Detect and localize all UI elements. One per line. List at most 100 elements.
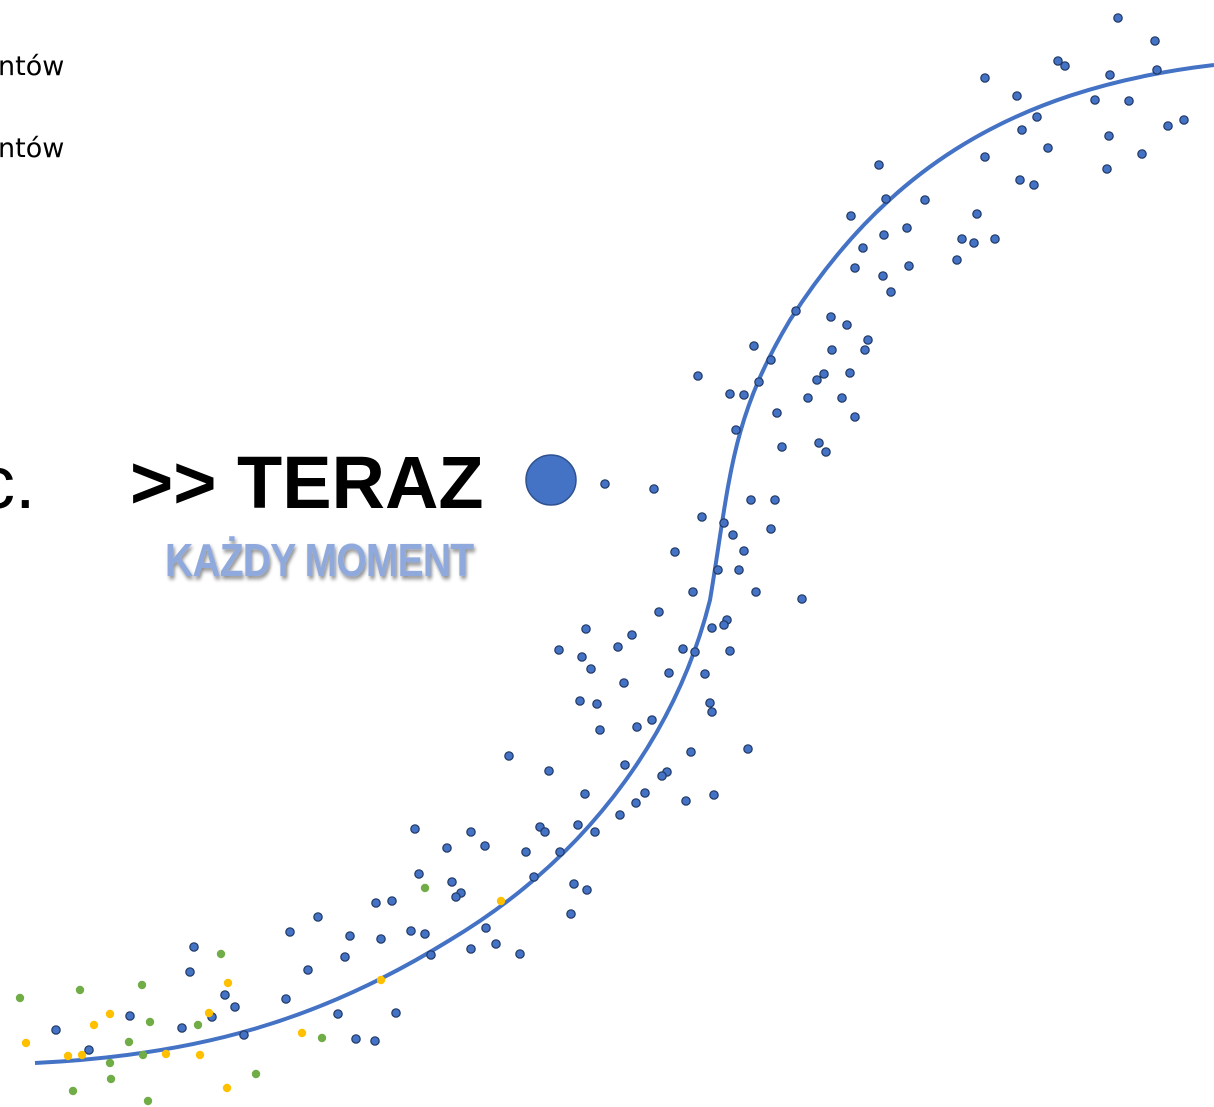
blue-dot xyxy=(980,152,990,162)
blue-dot xyxy=(725,389,735,399)
green-dot xyxy=(105,1058,115,1068)
blue-dot xyxy=(627,630,637,640)
green-dot xyxy=(251,1069,261,1079)
blue-dot xyxy=(620,760,630,770)
blue-dot xyxy=(670,547,680,557)
blue-dot xyxy=(177,1023,187,1033)
blue-dot xyxy=(410,824,420,834)
headline: >> TERAZ xyxy=(130,441,484,524)
blue-dot xyxy=(1102,164,1112,174)
blue-dot xyxy=(879,230,889,240)
blue-dot xyxy=(586,664,596,674)
yellow-dot xyxy=(222,1083,232,1093)
blue-dot xyxy=(414,869,424,879)
text-line: ntów xyxy=(0,51,64,82)
blue-dot xyxy=(619,678,629,688)
blue-dot xyxy=(739,390,749,400)
blue-dot xyxy=(797,594,807,604)
blue-dot xyxy=(649,484,659,494)
dots xyxy=(15,13,1189,1106)
blue-dot xyxy=(713,565,723,575)
blue-dot xyxy=(581,624,591,634)
blue-dot xyxy=(827,345,837,355)
blue-dot xyxy=(345,931,355,941)
blue-dot xyxy=(580,789,590,799)
blue-dot xyxy=(577,652,587,662)
blue-dot xyxy=(1012,91,1022,101)
green-dot xyxy=(143,1096,153,1106)
blue-dot xyxy=(592,699,602,709)
blue-dot xyxy=(573,820,583,830)
blue-dot xyxy=(595,725,605,735)
blue-dot xyxy=(700,669,710,679)
blue-dot xyxy=(707,623,717,633)
blue-dot xyxy=(920,195,930,205)
blue-dot xyxy=(719,518,729,528)
green-dot xyxy=(216,949,226,959)
blue-dot xyxy=(754,377,764,387)
blue-dot xyxy=(766,524,776,534)
blue-dot xyxy=(632,722,642,732)
blue-dot xyxy=(481,923,491,933)
blue-dot xyxy=(1015,175,1025,185)
blue-dot xyxy=(1029,180,1039,190)
blue-dot xyxy=(845,368,855,378)
blue-dot xyxy=(1163,121,1173,131)
blue-dot xyxy=(705,698,715,708)
blue-dot xyxy=(406,926,416,936)
blue-dot xyxy=(739,546,749,556)
yellow-dot xyxy=(89,1020,99,1030)
blue-dot xyxy=(569,879,579,889)
blue-dot xyxy=(281,994,291,1004)
headline-prefix: c. xyxy=(0,441,36,524)
blue-dot xyxy=(719,620,729,630)
blue-dot xyxy=(376,934,386,944)
blue-dot xyxy=(990,234,1000,244)
blue-dot xyxy=(731,425,741,435)
yellow-dot xyxy=(63,1051,73,1061)
blue-dot xyxy=(749,341,759,351)
blue-dot xyxy=(688,587,698,597)
blue-dot xyxy=(972,209,982,219)
blue-dot xyxy=(846,211,856,221)
blue-dot xyxy=(1060,61,1070,71)
blue-dot xyxy=(125,1011,135,1021)
blue-dot xyxy=(285,927,295,937)
blue-dot xyxy=(826,312,836,322)
blue-dot xyxy=(554,645,564,655)
blue-dot xyxy=(1113,13,1123,23)
blue-dot xyxy=(728,530,738,540)
blue-dot xyxy=(600,479,610,489)
blue-dot xyxy=(791,306,801,316)
blue-dot xyxy=(447,877,457,887)
blue-dot xyxy=(734,565,744,575)
blue-dot xyxy=(803,393,813,403)
blue-dot xyxy=(1137,149,1147,159)
blue-dot xyxy=(770,495,780,505)
blue-dot xyxy=(491,939,501,949)
blue-dot xyxy=(451,892,461,902)
blue-dot xyxy=(1104,131,1114,141)
marker-circle xyxy=(525,454,577,506)
blue-dot xyxy=(693,371,703,381)
yellow-dot xyxy=(105,1009,115,1019)
blue-dot xyxy=(426,950,436,960)
blue-dot xyxy=(442,843,452,853)
green-dot xyxy=(317,1033,327,1043)
blue-dot xyxy=(980,73,990,83)
yellow-dot xyxy=(297,1028,307,1038)
blue-dot xyxy=(681,796,691,806)
green-dot xyxy=(193,1020,203,1030)
blue-dot xyxy=(746,495,756,505)
blue-dot xyxy=(640,788,650,798)
blue-dot xyxy=(84,1045,94,1055)
green-dot xyxy=(15,993,25,1003)
blue-dot xyxy=(751,587,761,597)
blue-dot xyxy=(814,438,824,448)
blue-dot xyxy=(371,898,381,908)
blue-dot xyxy=(952,255,962,265)
blue-dot xyxy=(540,827,550,837)
blue-dot xyxy=(1124,96,1134,106)
blue-dot xyxy=(654,607,664,617)
